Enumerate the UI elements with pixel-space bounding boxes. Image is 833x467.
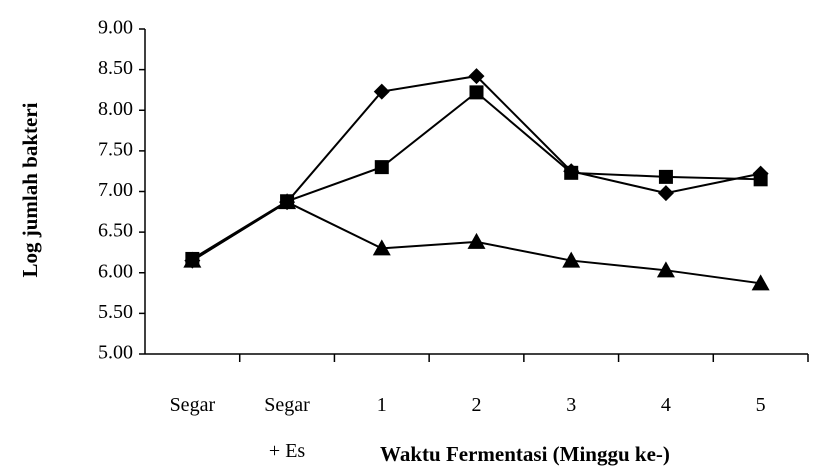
marker bbox=[183, 251, 202, 268]
y-tick-label: 5.50 bbox=[98, 301, 133, 323]
x-tick-label: 1 bbox=[376, 394, 387, 416]
marker bbox=[372, 239, 391, 256]
x-tick-label: 5 bbox=[755, 394, 766, 416]
y-tick-label: 5.00 bbox=[98, 342, 133, 364]
marker bbox=[562, 251, 581, 268]
y-tick-label: 9.00 bbox=[98, 17, 133, 39]
marker bbox=[657, 185, 674, 202]
marker bbox=[468, 68, 485, 85]
marker bbox=[469, 85, 484, 100]
marker bbox=[374, 160, 389, 175]
y-tick-label: 6.00 bbox=[98, 260, 133, 282]
y-tick-label: 8.50 bbox=[98, 57, 133, 79]
y-axis-title: Log jumlah bakteri bbox=[18, 102, 42, 277]
marker bbox=[564, 165, 579, 180]
marker bbox=[658, 169, 673, 184]
x-tick-label: Segar bbox=[169, 394, 216, 416]
marker bbox=[467, 232, 486, 249]
marker bbox=[278, 193, 297, 210]
y-tick-label: 7.50 bbox=[98, 138, 133, 160]
y-tick-label: 6.50 bbox=[98, 220, 133, 242]
marker bbox=[373, 83, 390, 100]
x-tick-label: 3 bbox=[566, 394, 577, 416]
x-tick-label: 2 bbox=[471, 394, 482, 416]
x-axis-title: Waktu Fermentasi (Minggu ke-) bbox=[380, 442, 670, 466]
marker bbox=[753, 172, 768, 187]
x-tick-label: Segar + Es bbox=[264, 394, 310, 462]
x-tick-label: 4 bbox=[660, 394, 671, 416]
marker bbox=[751, 274, 770, 291]
y-tick-label: 8.00 bbox=[98, 98, 133, 120]
y-tick-label: 7.00 bbox=[98, 179, 133, 201]
marker bbox=[656, 261, 675, 278]
